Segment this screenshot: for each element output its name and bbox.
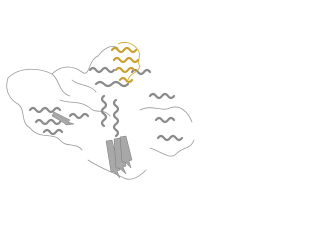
coil [87, 159, 147, 180]
coil [51, 55, 99, 75]
helix [88, 66, 116, 74]
helices [28, 66, 184, 142]
helix [94, 80, 130, 88]
highlight-coil [117, 41, 141, 81]
highlight-helix [112, 56, 140, 64]
strand [51, 111, 75, 126]
coil-loops [6, 46, 195, 180]
helix [148, 92, 176, 100]
strand [119, 135, 133, 169]
strand [113, 137, 127, 175]
strand [105, 139, 121, 179]
helix [28, 106, 62, 114]
background [0, 0, 200, 200]
highlight-helix [118, 76, 134, 84]
helix [154, 116, 176, 124]
highlight-helix [114, 66, 136, 74]
coil [149, 139, 195, 157]
coil [71, 79, 97, 93]
coil [139, 106, 193, 123]
sheets [51, 111, 133, 179]
helix [34, 118, 62, 126]
helix [42, 128, 64, 136]
helix [156, 134, 184, 142]
highlighted-region [110, 41, 141, 84]
coil [59, 99, 111, 117]
helix [100, 94, 108, 128]
coil [29, 127, 83, 151]
structure-view [0, 0, 200, 200]
highlight-helix [110, 46, 138, 54]
helix [68, 112, 90, 120]
helix [112, 98, 120, 138]
coil [6, 77, 31, 129]
